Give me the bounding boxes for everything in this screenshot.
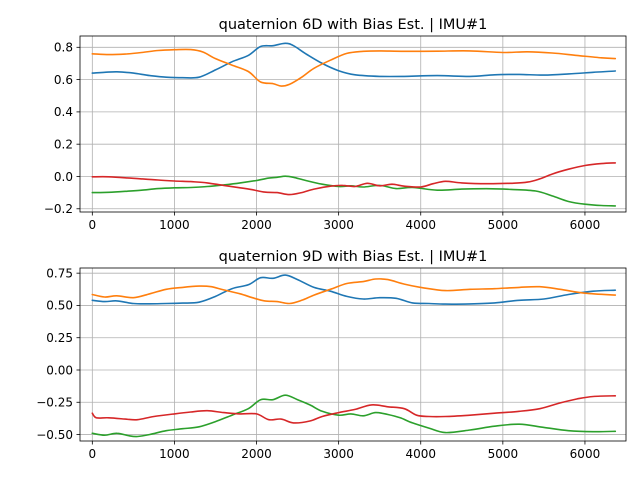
x-tick-label: 0 — [88, 447, 96, 461]
chart-panel-2: 0 1000 2000 3000 4000 5000 6000 −0.50 −0.25 0.00 0… — [36, 249, 627, 461]
y-tick-label: 0.0 — [54, 170, 73, 184]
y-tick-label: −0.25 — [36, 396, 73, 410]
y-tick-label: 0.6 — [54, 73, 73, 87]
x-tick-label: 2000 — [241, 218, 272, 232]
y-tick-label: 0.8 — [54, 41, 73, 55]
series-line-2 — [91, 278, 617, 305]
x-tick-label: 3000 — [323, 447, 354, 461]
axes-frame — [79, 267, 627, 442]
x-tick-label: 4000 — [405, 447, 436, 461]
x-tick-label: 5000 — [488, 447, 519, 461]
x-tick-label: 6000 — [570, 218, 601, 232]
y-tick-label: 0.75 — [46, 266, 73, 280]
x-tick-label: 4000 — [405, 218, 436, 232]
series-line-3 — [91, 394, 617, 438]
series-line-4 — [91, 162, 617, 196]
series-line-1 — [91, 274, 617, 305]
series-line-2 — [91, 48, 617, 87]
y-tick-label: −0.2 — [44, 202, 73, 216]
x-tick-label: 1000 — [159, 218, 190, 232]
y-tick-label: 0.50 — [46, 299, 73, 313]
series-line-3 — [91, 175, 617, 207]
y-tick-label: −0.50 — [36, 428, 73, 442]
chart-title: quaternion 9D with Bias Est. | IMU#1 — [219, 249, 488, 265]
x-tick-label: 5000 — [488, 218, 519, 232]
chart-panel-1: 0 1000 2000 3000 4000 5000 6000 −0.2 0.0 0.2 0.4 0.… — [44, 17, 627, 232]
y-tick-label: 0.4 — [54, 105, 73, 119]
series-line-1 — [91, 42, 617, 79]
y-tick-label: 0.25 — [46, 331, 73, 345]
axes-frame — [79, 35, 627, 213]
x-tick-label: 6000 — [570, 447, 601, 461]
x-tick-label: 0 — [88, 218, 96, 232]
x-tick-label: 2000 — [241, 447, 272, 461]
y-tick-label: 0.2 — [54, 137, 73, 151]
x-tick-label: 3000 — [323, 218, 354, 232]
y-tick-label: 0.00 — [46, 363, 73, 377]
chart-title: quaternion 6D with Bias Est. | IMU#1 — [219, 17, 488, 33]
series-line-4 — [91, 395, 617, 424]
x-tick-label: 1000 — [159, 447, 190, 461]
